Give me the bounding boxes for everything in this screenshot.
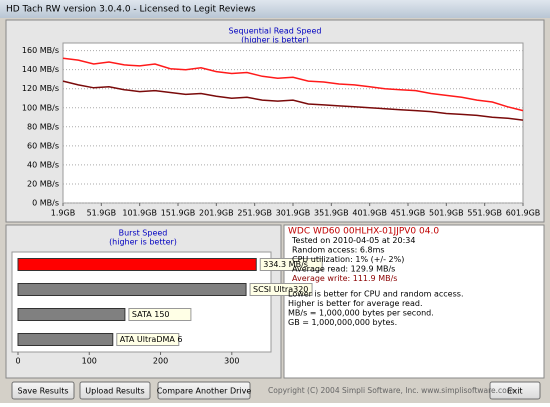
- button[interactable]: [157, 381, 251, 400]
- x-tick-label: 100: [82, 357, 97, 366]
- bar-label-box: [249, 283, 313, 296]
- plot-area: [62, 42, 524, 204]
- info-line: WDC WD60 00HLHX-01JJPV0 04.0: [288, 227, 439, 237]
- x-tick-label: 200: [153, 357, 168, 366]
- x-tick-label: 0: [15, 357, 20, 366]
- x-tick-label: 201.9GB: [199, 209, 234, 218]
- burst-bar: [17, 333, 114, 346]
- x-tick-label: 300: [224, 357, 239, 366]
- bar-label: ATA UltraDMA 6: [120, 335, 183, 344]
- x-tick-label: 451.9GB: [391, 209, 426, 218]
- burst-bar: [17, 308, 126, 321]
- info-line: Random access: 6.8ms: [292, 246, 385, 255]
- window-title: HD Tach RW version 3.0.4.0 - Licensed to…: [6, 5, 256, 15]
- bar-label-box: [128, 308, 192, 321]
- y-tick-label: 160 MB/s: [22, 46, 59, 55]
- speed-line: [62, 80, 524, 121]
- x-tick-label: 351.9GB: [314, 209, 349, 218]
- info-line: Average write: 111.9 MB/s: [292, 274, 397, 283]
- info-note: MB/s = 1,000,000 bytes per second.: [288, 309, 434, 318]
- button-label[interactable]: Save Results: [17, 387, 68, 396]
- chart-subtitle: (higher is better): [241, 36, 309, 45]
- bar-label: SATA 150: [132, 310, 170, 319]
- info-note: GB = 1,000,000,000 bytes.: [288, 318, 397, 327]
- info-note: Lower is better for CPU and random acces…: [288, 290, 463, 299]
- button-label[interactable]: Compare Another Drive: [157, 387, 252, 396]
- y-tick-label: 140 MB/s: [22, 65, 59, 74]
- speed-line: [62, 57, 524, 112]
- info-line: Tested on 2010-04-05 at 20:34: [291, 236, 415, 245]
- info-panel: [283, 224, 545, 379]
- burst-bar: [17, 283, 247, 296]
- title-bar: [0, 0, 550, 18]
- y-tick-label: 60 MB/s: [27, 141, 59, 150]
- x-tick-label: 301.9GB: [276, 209, 311, 218]
- info-line: CPU utilization: 1% (+/- 2%): [292, 255, 404, 264]
- x-tick-label: 51.9GB: [87, 209, 117, 218]
- y-tick-label: 120 MB/s: [22, 84, 59, 93]
- chart-title: Burst Speed: [119, 229, 168, 238]
- chart-title: Sequential Read Speed: [229, 27, 322, 36]
- button[interactable]: [79, 381, 151, 400]
- button-label[interactable]: Upload Results: [85, 387, 144, 396]
- y-tick-label: 20 MB/s: [27, 179, 59, 188]
- button[interactable]: [489, 381, 541, 400]
- y-tick-label: 0 MB/s: [32, 199, 59, 208]
- button-label[interactable]: Exit: [507, 387, 522, 396]
- bar-label: 334.3 MB/s: [263, 260, 308, 269]
- x-tick-label: 101.9GB: [122, 209, 157, 218]
- copyright: Copyright (C) 2004 Simpli Software, Inc.…: [268, 386, 514, 395]
- chart-subtitle: (higher is better): [109, 238, 177, 247]
- burst-bar: [17, 258, 257, 271]
- x-tick-label: 251.9GB: [237, 209, 272, 218]
- y-tick-label: 80 MB/s: [27, 122, 59, 131]
- info-line: Average read: 129.9 MB/s: [292, 265, 395, 274]
- button[interactable]: [11, 381, 75, 400]
- x-tick-label: 1.9GB: [51, 209, 75, 218]
- y-tick-label: 100 MB/s: [22, 103, 59, 112]
- x-tick-label: 551.9GB: [467, 209, 502, 218]
- y-tick-label: 40 MB/s: [27, 160, 59, 169]
- x-tick-label: 151.9GB: [161, 209, 196, 218]
- info-note: Higher is better for average read.: [288, 299, 423, 308]
- bar-label-box: [259, 258, 323, 271]
- bar-label: SCSI Ultra320: [253, 285, 308, 294]
- x-tick-label: 501.9GB: [429, 209, 464, 218]
- x-tick-label: 601.9GB: [506, 209, 541, 218]
- bar-label-box: [116, 333, 180, 346]
- x-tick-label: 401.9GB: [352, 209, 387, 218]
